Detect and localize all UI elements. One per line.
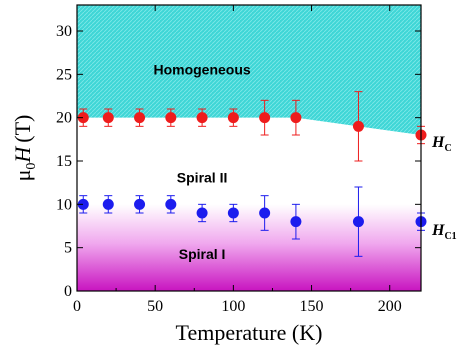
y-tick-label: 10 xyxy=(56,196,72,213)
y-axis-ticks: 0 5 10 15 20 25 30 xyxy=(56,23,421,300)
y-tick-label: 5 xyxy=(64,240,72,257)
legend-label-hc-sub: C xyxy=(444,143,451,154)
region-label-spiral-i: Spiral I xyxy=(179,246,226,262)
region-label-homogeneous: Homogeneous xyxy=(153,61,250,77)
data-point-hc xyxy=(290,112,302,124)
legend-label-hc1-main: H xyxy=(431,222,445,239)
region-label-spiral-ii: Spiral II xyxy=(177,170,228,186)
spiral-i-region xyxy=(77,204,421,291)
data-point-hc1 xyxy=(227,207,239,219)
data-point-hc xyxy=(196,112,208,124)
data-point-hc1 xyxy=(102,198,114,210)
data-point-hc xyxy=(227,112,239,124)
legend-label-hc1-sub: C1 xyxy=(444,231,456,242)
data-point-hc1 xyxy=(134,198,146,210)
y-tick-label: 20 xyxy=(56,110,72,127)
legend-label-hc-main: H xyxy=(431,134,445,151)
data-point-hc1 xyxy=(290,216,302,228)
y-tick-label: 30 xyxy=(56,23,72,40)
x-tick-label: 0 xyxy=(73,298,81,315)
x-tick-label: 200 xyxy=(378,298,402,315)
y-tick-label: 15 xyxy=(56,153,72,170)
y-axis-title-main: H xyxy=(10,146,35,164)
data-point-hc xyxy=(165,112,177,124)
y-tick-label: 0 xyxy=(64,283,72,300)
x-axis-ticks: 0 50 100 150 200 xyxy=(73,5,402,315)
data-point-hc1 xyxy=(77,198,89,210)
data-point-hc1 xyxy=(352,216,364,228)
data-point-hc1 xyxy=(165,198,177,210)
x-tick-label: 50 xyxy=(147,298,163,315)
y-axis-title: μ0H (T) xyxy=(10,115,39,182)
data-point-hc xyxy=(259,112,271,124)
y-axis-title-prefix: μ xyxy=(10,170,35,182)
legend-label-hc: HC xyxy=(431,134,452,154)
data-point-hc xyxy=(352,120,364,132)
data-point-hc xyxy=(77,112,89,124)
x-tick-label: 100 xyxy=(221,298,245,315)
data-point-hc xyxy=(102,112,114,124)
homogeneous-region xyxy=(77,5,421,135)
legend-label-hc1: HC1 xyxy=(431,222,457,242)
x-axis-title: Temperature (K) xyxy=(176,320,323,345)
y-axis-title-sub: 0 xyxy=(24,163,39,170)
plot-frame xyxy=(76,4,422,292)
y-tick-label: 25 xyxy=(56,66,72,83)
x-tick-label: 150 xyxy=(300,298,324,315)
data-point-hc1 xyxy=(259,207,271,219)
data-point-hc1 xyxy=(196,207,208,219)
y-axis-title-unit: (T) xyxy=(10,115,35,143)
data-point-hc xyxy=(134,112,146,124)
